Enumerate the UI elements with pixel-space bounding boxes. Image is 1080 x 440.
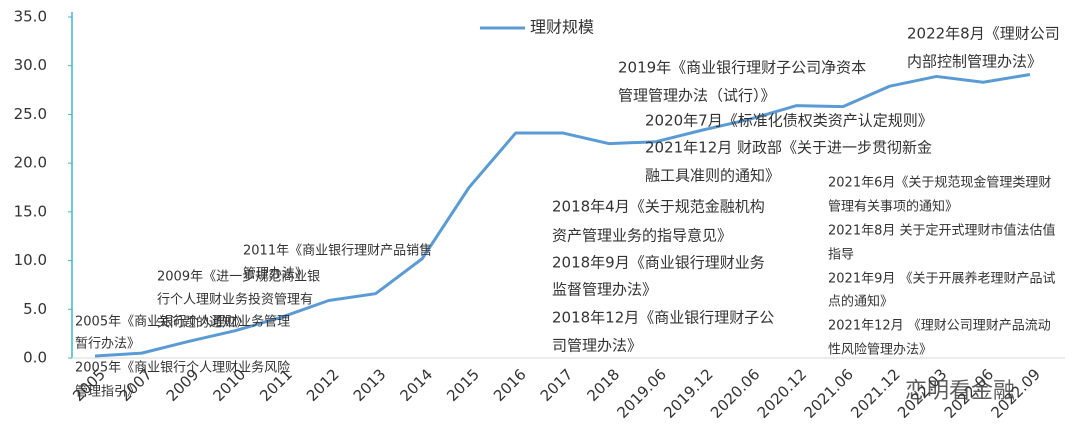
x-tick-label: 2015 [443,365,483,405]
y-tick-label: 15.0 [14,202,47,220]
x-tick-label: 2019.12 [660,365,717,422]
x-tick-label: 2020.12 [754,365,811,422]
annotation: 2005年《商业银行个人理财业务风险 [75,360,290,376]
annotation: 资产管理业务的指导意见》 [552,227,732,245]
annotation: 司管理办法》 [552,337,642,355]
annotation: 管理有关事项的通知》 [828,199,958,215]
x-tick-label: 2020.06 [707,365,764,422]
x-tick-label: 2021.12 [847,365,904,422]
annotation: 2018年9月《商业银行理财业务 [552,254,765,272]
annotation: 关问题的通知》 [157,315,248,331]
annotation: 管理办法》 [243,267,308,282]
annotation: 2018年12月《商业银行理财子公 [552,309,774,327]
annotation: 2019年《商业银行理财子公司净资本 [618,59,866,77]
x-tick-label: 2021.06 [800,365,857,422]
y-tick-label: 35.0 [14,8,47,26]
annotation: 2021年8月 关于定开式理财市值法估值 [828,223,1056,239]
y-tick-label: 25.0 [14,105,47,123]
legend-label: 理财规模 [530,18,594,37]
y-tick-label: 20.0 [14,154,47,172]
x-tick-label: 2018 [584,365,624,405]
x-tick-label: 2012 [303,365,343,405]
watermark: 恋明看金融 [905,379,1015,404]
annotation: 2005年《商业银行个人理财业务管理 [75,314,290,330]
x-tick-label: 2014 [397,365,437,405]
series-line [94,73,1031,358]
annotation: 监督管理办法》 [552,281,657,299]
annotation: 2020年7月《标准化债权类资产认定规则》 [645,112,933,130]
annotation: 内部控制管理办法》 [907,53,1042,71]
annotation: 点的通知》 [828,294,893,310]
annotation: 2018年4月《关于规范金融机构 [552,198,765,216]
annotation: 融工具准则的通知》 [645,167,780,185]
annotation: 2009年《进一步规范商业银 [157,270,320,285]
y-tick-label: 5.0 [23,300,47,318]
x-tick-label: 2017 [537,365,577,405]
annotation: 行个人理财业务投资管理有 [157,292,313,308]
annotation: 性风险管理办法》 [828,343,932,358]
y-tick-label: 0.0 [23,349,47,367]
annotation: 2022年8月《理财公司 [907,25,1060,43]
annotation: 指导 [828,248,854,263]
x-tick-label: 2013 [350,365,390,405]
x-tick-label: 2016 [490,365,530,405]
x-tick-label: 2019.06 [613,365,670,422]
y-tick-label: 30.0 [14,56,47,74]
annotation: 暂行办法》 [75,337,140,352]
annotation: 管理指引》 [75,385,140,400]
annotation: 2011年《商业银行理财产品销售 [243,243,432,259]
y-tick-label: 10.0 [14,251,47,269]
annotation: 管理管理办法（试行）》 [618,87,776,105]
annotation: 2021年12月 财政部《关于进一步贯彻新金 [645,139,932,157]
annotation: 2021年6月《关于规范现金管理类理财 [828,175,1051,191]
annotation: 2021年9月 《关于开展养老理财产品试 [828,271,1056,287]
annotation: 2021年12月 《理财公司理财产品流动 [828,319,1051,334]
